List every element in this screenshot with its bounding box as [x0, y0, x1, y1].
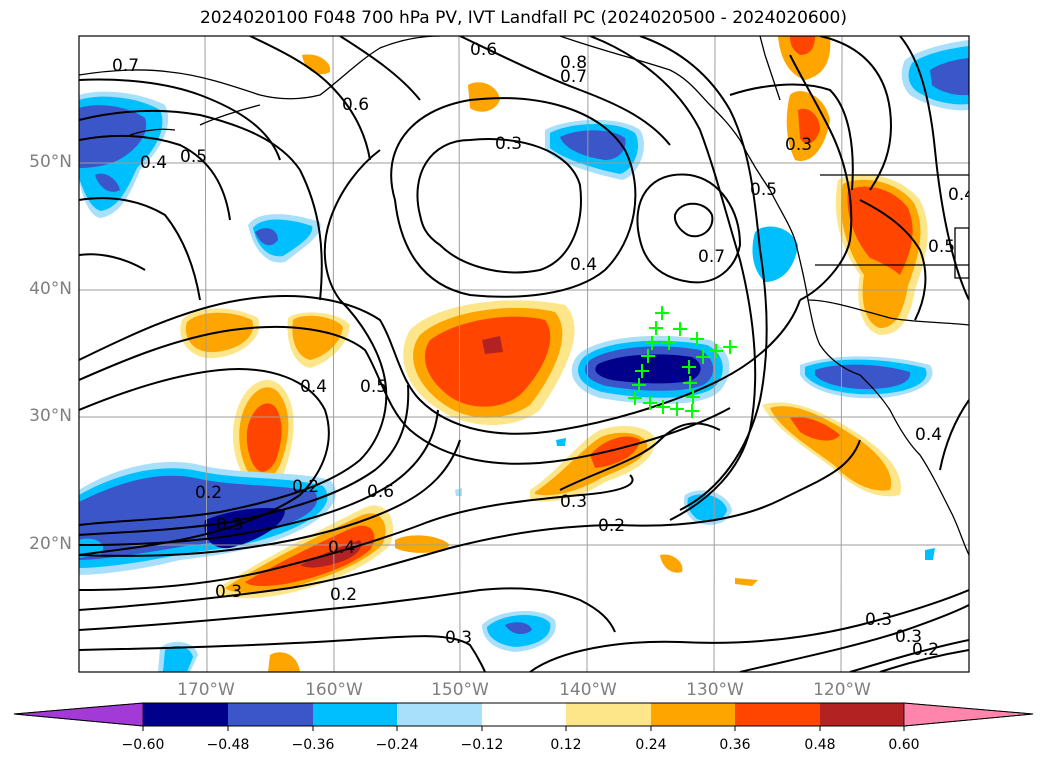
colorbar-tick-label: 0.48	[804, 737, 836, 753]
contour-label: 0.3	[445, 628, 472, 648]
colorbar-segment	[735, 703, 820, 726]
contour-label: 0.7	[560, 67, 587, 87]
longitude-label: 160°W	[305, 680, 363, 700]
contour-label: 0.5	[360, 377, 387, 397]
longitude-label: 130°W	[686, 680, 744, 700]
contour-label: 0.3	[495, 134, 522, 154]
latitude-label: 40°N	[29, 279, 72, 299]
contour-label: 0.3	[560, 492, 587, 512]
contour-label: 0.4	[570, 255, 597, 275]
colorbar-segment	[482, 703, 566, 726]
colorbar-segment	[228, 703, 313, 726]
landfall-marker	[690, 332, 704, 346]
colorbar-tick-label: −0.12	[460, 737, 504, 753]
longitude-label: 170°W	[177, 680, 235, 700]
contour-label: 0.8	[560, 53, 587, 73]
map-title: 2024020100 F048 700 hPa PV, IVT Landfall…	[199, 8, 847, 28]
colorbar-segment	[313, 703, 397, 726]
latitude-label: 30°N	[29, 406, 72, 426]
contour-label: 0.6	[470, 40, 497, 60]
landfall-marker	[645, 336, 659, 350]
contour-label: 0.3	[865, 610, 892, 630]
colorbar-segment	[651, 703, 735, 726]
longitude-label: 140°W	[559, 680, 617, 700]
colorbar-tick-label: 0.24	[635, 737, 667, 753]
colorbar	[13, 702, 1034, 731]
map-frame	[78, 35, 970, 673]
landfall-marker	[709, 344, 723, 358]
contour-label: 0.3	[785, 135, 812, 155]
landfall-marker	[656, 400, 670, 414]
contour-label: 0.3	[895, 627, 922, 647]
positive-pv-shading	[180, 36, 928, 672]
contour-label: 0.6	[342, 95, 369, 115]
contour-label: 0.4	[948, 185, 975, 205]
colorbar-segment	[820, 703, 904, 726]
landfall-marker	[641, 349, 655, 363]
colorbar-tick-label: 0.12	[550, 737, 582, 753]
landfall-marker	[662, 336, 676, 350]
contour-label: 0.5	[180, 147, 207, 167]
landfall-marker	[635, 364, 649, 378]
contour-label: 0.7	[698, 247, 725, 267]
latitude-label: 50°N	[29, 152, 72, 172]
colorbar-segment	[903, 702, 1034, 727]
landfall-marker	[723, 340, 737, 354]
contour-label: 0.4	[915, 425, 942, 445]
colorbar-segment	[13, 702, 144, 727]
contour-label: 0.2	[195, 483, 222, 503]
map-plot-area: 0.7 0.6 0.5 0.4 0.6 0.8 0.7 0.3 0.4 0.7 …	[79, 36, 975, 672]
longitude-label: 120°W	[813, 680, 871, 700]
landfall-marker	[649, 321, 663, 335]
contour-label: 0.4	[140, 153, 167, 173]
landfall-marker	[685, 404, 699, 418]
contour-label: 0.4	[328, 538, 355, 558]
colorbar-tick-label: 0.36	[719, 737, 751, 753]
colorbar-tick-label: −0.48	[206, 737, 250, 753]
landfall-marker	[670, 402, 684, 416]
landfall-marker	[683, 376, 697, 390]
landfall-marker	[643, 396, 657, 410]
graticule	[79, 36, 969, 672]
contour-label: 0.3	[216, 515, 243, 535]
latitude-label: 20°N	[29, 534, 72, 554]
contour-label: 0.7	[112, 56, 139, 76]
contour-label: 0.2	[598, 516, 625, 536]
colorbar-segment	[397, 703, 482, 726]
colorbar-segment	[143, 703, 228, 726]
landfall-marker	[682, 360, 696, 374]
contour-label: 0.5	[928, 237, 955, 257]
contour-label: 0.6	[367, 482, 394, 502]
landfall-marker	[696, 350, 710, 364]
landfall-marker	[632, 378, 646, 392]
longitude-label: 150°W	[431, 680, 489, 700]
landfall-marker	[686, 390, 700, 404]
landfall-marker	[673, 322, 687, 336]
colorbar-tick-label: −0.36	[291, 737, 335, 753]
contour-label: 0.5	[750, 180, 777, 200]
contour-label: 0.2	[292, 477, 319, 497]
contour-label: 0.2	[912, 640, 939, 660]
colorbar-tick-label: 0.60	[888, 737, 920, 753]
contour-label: 0.4	[300, 377, 327, 397]
landfall-marker	[628, 391, 642, 405]
ivt-contours	[79, 36, 969, 672]
landfall-marker	[655, 306, 669, 320]
landfall-markers	[628, 306, 737, 418]
contour-label: 0.3	[215, 582, 242, 602]
contour-label: 0.2	[330, 585, 357, 605]
colorbar-tick-label: −0.60	[121, 737, 165, 753]
colorbar-tick-label: −0.24	[375, 737, 419, 753]
contour-labels: 0.7 0.6 0.5 0.4 0.6 0.8 0.7 0.3 0.4 0.7 …	[112, 40, 975, 660]
colorbar-segment	[566, 703, 651, 726]
